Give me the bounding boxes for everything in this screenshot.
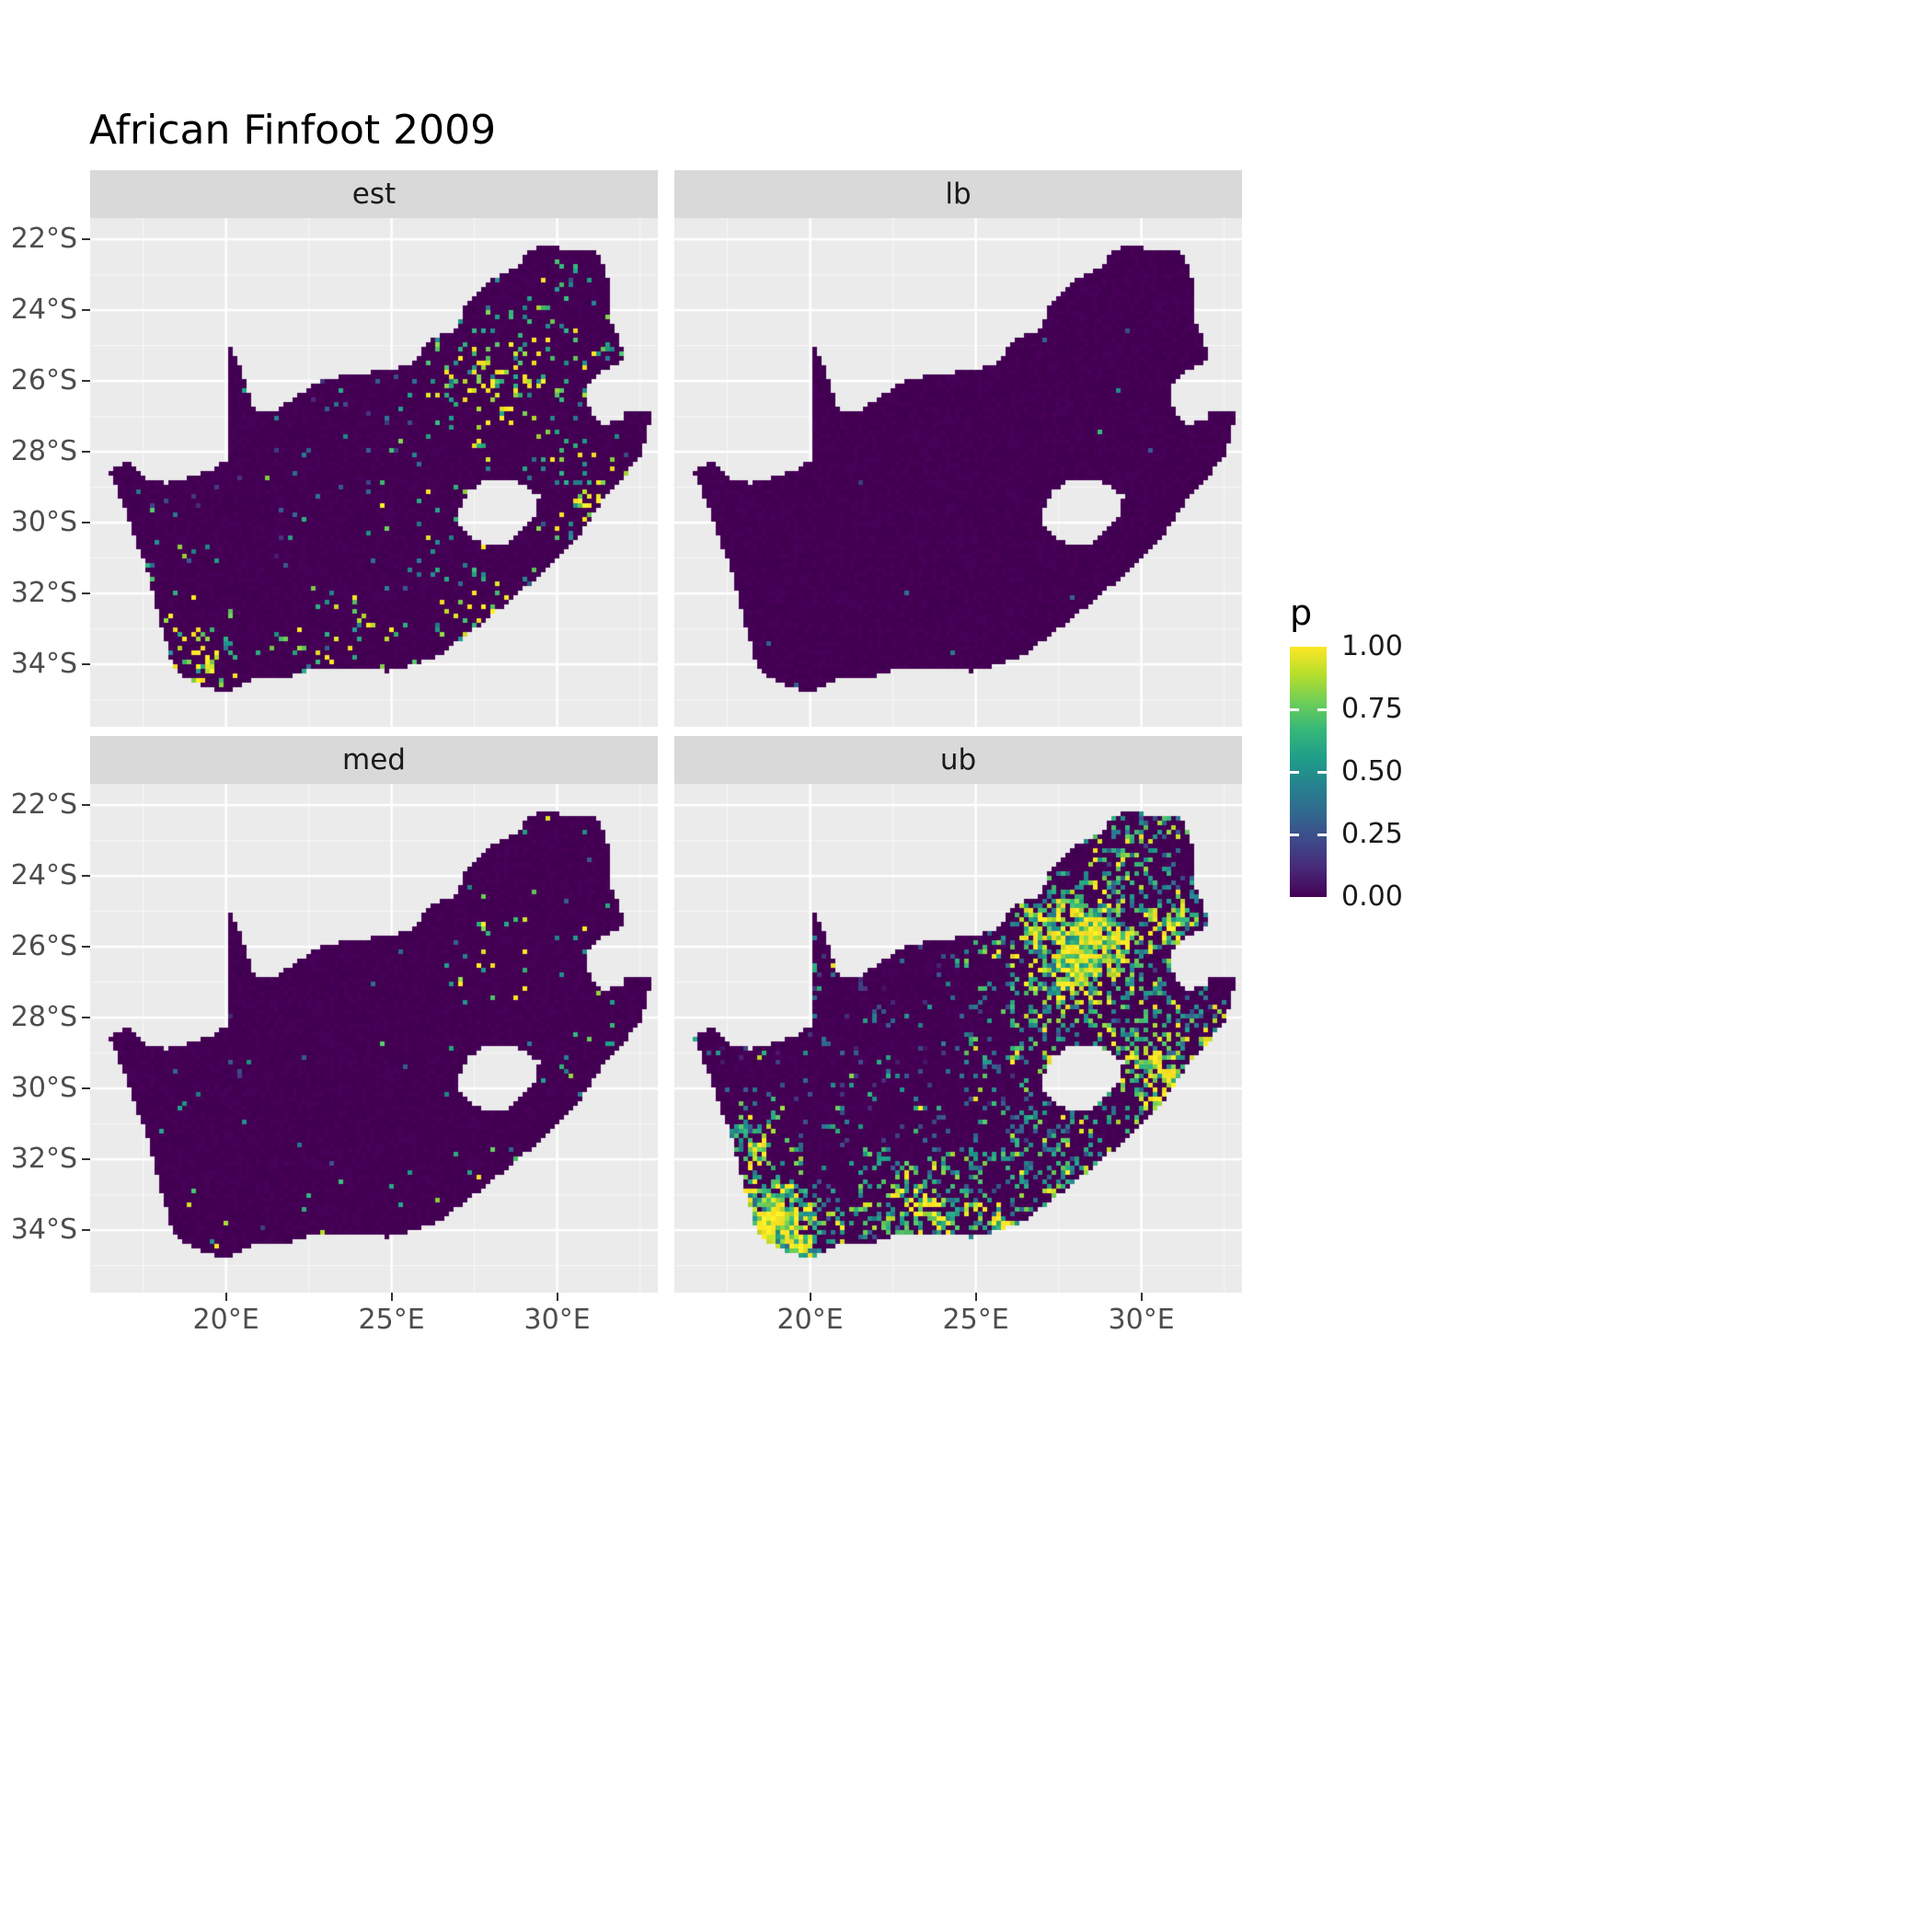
y-axis-tick (82, 451, 90, 454)
map-canvas-med (90, 784, 658, 1293)
plot-title: African Finfoot 2009 (89, 107, 497, 154)
x-axis-tick-label: 30°E (1108, 1304, 1175, 1336)
legend-colorbar-tick (1317, 833, 1327, 836)
x-axis-tick (224, 1293, 227, 1301)
x-axis-tick-label: 25°E (942, 1304, 1009, 1336)
y-axis-tick (82, 1158, 90, 1161)
facet-strip-ub: ub (674, 736, 1242, 784)
y-axis-tick-label: 28°S (10, 435, 77, 468)
facet-strip-label-ub: ub (939, 743, 977, 776)
y-axis-tick-label: 32°S (10, 1143, 77, 1176)
y-axis-tick-label: 28°S (10, 1001, 77, 1034)
map-canvas-lb (674, 218, 1242, 727)
x-axis-tick (809, 1293, 811, 1301)
x-axis-tick (390, 1293, 393, 1301)
y-axis-tick-label: 22°S (10, 788, 77, 822)
map-canvas-ub (674, 784, 1242, 1293)
y-axis-tick-label: 24°S (10, 293, 77, 327)
y-axis-tick-label: 26°S (10, 930, 77, 963)
y-axis-tick-label: 26°S (10, 364, 77, 397)
facet-strip-med: med (90, 736, 658, 784)
y-axis-tick (82, 1017, 90, 1019)
x-axis-tick (556, 1293, 558, 1301)
legend-tick-label: 0.25 (1341, 818, 1403, 850)
facet-panel-lb (674, 218, 1242, 727)
y-axis-tick-label: 34°S (10, 1213, 77, 1247)
y-axis-tick-label: 22°S (10, 223, 77, 256)
y-axis-tick-label: 30°S (10, 1072, 77, 1105)
y-axis-tick (82, 592, 90, 595)
legend-title: p (1290, 592, 1313, 633)
map-canvas-est (90, 218, 658, 727)
facet-panel-est (90, 218, 658, 727)
y-axis-tick (82, 1229, 90, 1232)
y-axis-tick-label: 24°S (10, 859, 77, 892)
y-axis-tick (82, 663, 90, 666)
y-axis-tick-label: 32°S (10, 577, 77, 610)
y-axis-tick (82, 238, 90, 241)
x-axis-tick (974, 1293, 977, 1301)
legend-tick-label: 1.00 (1341, 630, 1403, 662)
facet-strip-label-est: est (351, 178, 397, 211)
facet-strip-lb: lb (674, 170, 1242, 218)
facet-strip-label-lb: lb (945, 178, 972, 211)
legend-colorbar-tick (1317, 707, 1327, 711)
legend-tick-label: 0.75 (1341, 693, 1403, 725)
y-axis-tick (82, 1087, 90, 1090)
x-axis-tick-label: 30°E (523, 1304, 591, 1336)
x-axis-tick-label: 20°E (776, 1304, 844, 1336)
legend-colorbar-tick (1290, 770, 1299, 774)
y-axis-tick-label: 30°S (10, 506, 77, 539)
facet-strip-label-med: med (342, 743, 406, 776)
facet-panel-med (90, 784, 658, 1293)
y-axis-tick (82, 380, 90, 383)
x-axis-tick-label: 20°E (192, 1304, 259, 1336)
y-axis-tick (82, 946, 90, 949)
y-axis-tick (82, 309, 90, 312)
legend-colorbar-tick (1290, 707, 1299, 711)
legend-colorbar-tick (1290, 833, 1299, 836)
legend-tick-label: 0.00 (1341, 880, 1403, 913)
x-axis-tick (1140, 1293, 1143, 1301)
x-axis-tick-label: 25°E (358, 1304, 425, 1336)
y-axis-tick (82, 875, 90, 878)
y-axis-tick (82, 804, 90, 807)
facet-strip-est: est (90, 170, 658, 218)
y-axis-tick-label: 34°S (10, 648, 77, 681)
facet-panel-ub (674, 784, 1242, 1293)
y-axis-tick (82, 522, 90, 524)
legend-colorbar-tick (1317, 770, 1327, 774)
legend-tick-label: 0.50 (1341, 755, 1403, 788)
